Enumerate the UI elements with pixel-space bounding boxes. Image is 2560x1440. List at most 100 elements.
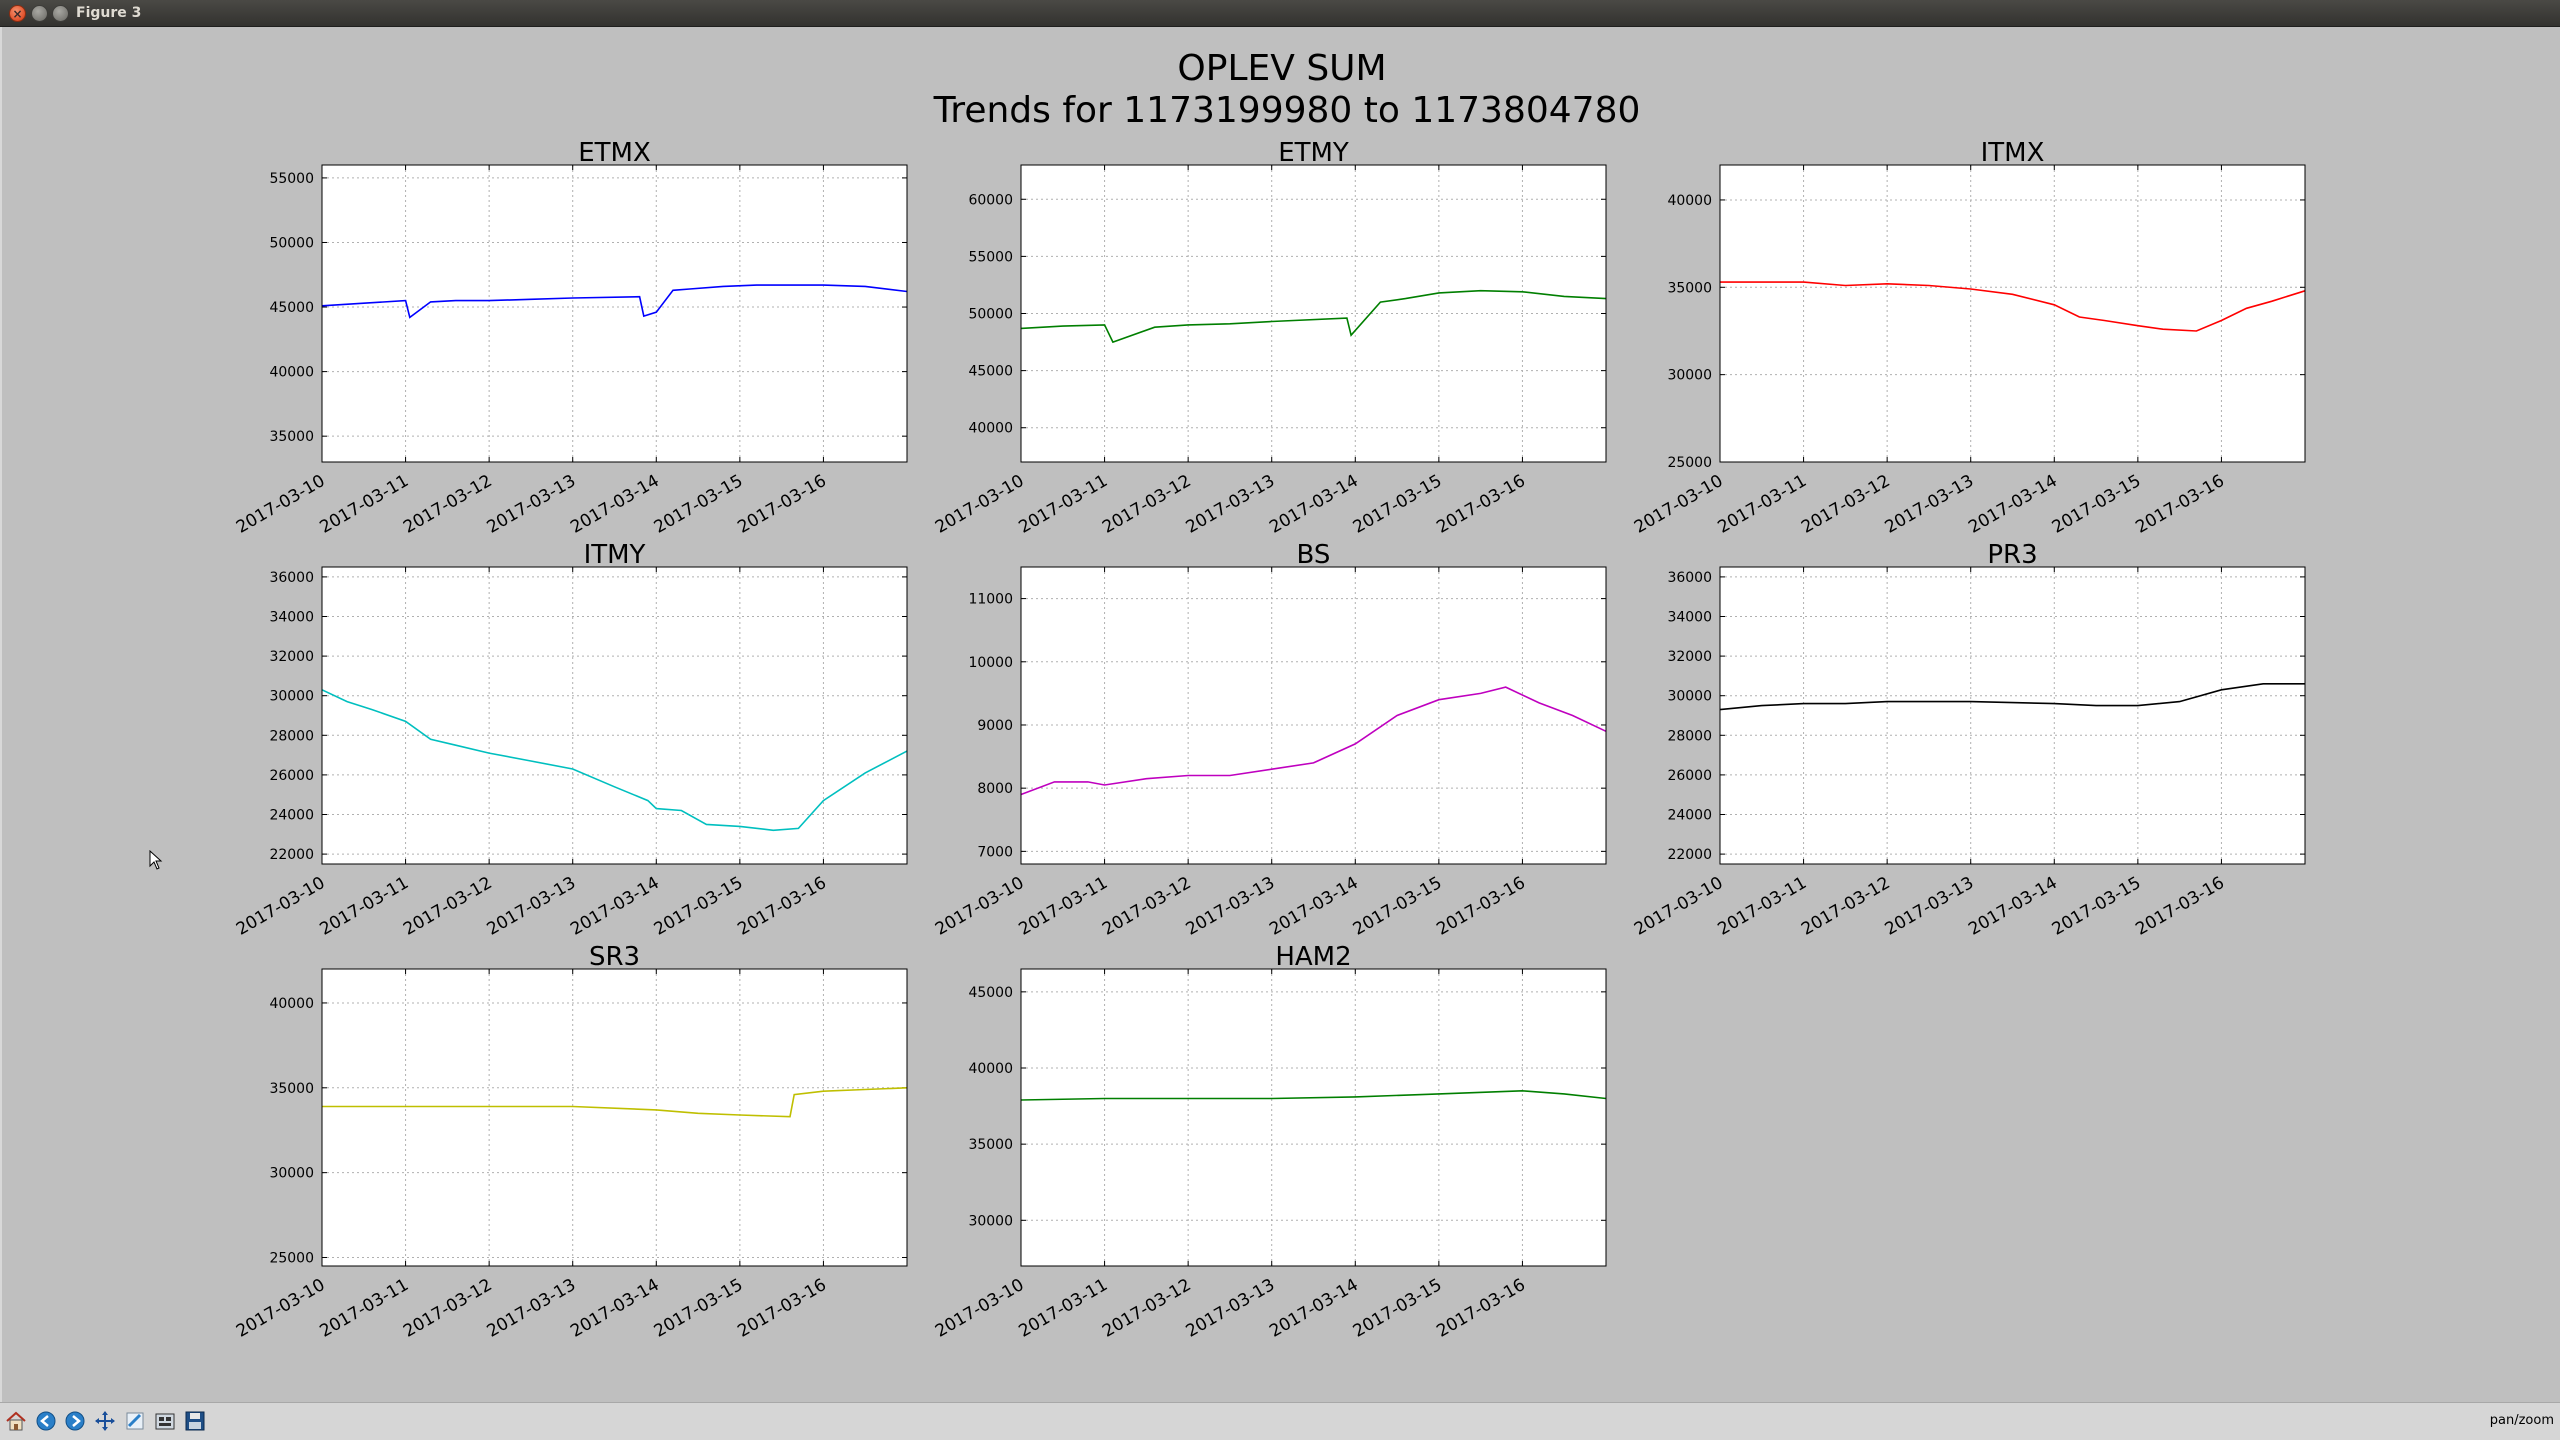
save-button[interactable]: [182, 1408, 208, 1434]
home-button[interactable]: [3, 1408, 29, 1434]
navigation-toolbar: pan/zoom: [0, 1402, 2560, 1440]
subplot-title: SR3: [589, 942, 640, 972]
zoom-icon: [126, 1412, 144, 1430]
subplot-title: ITMY: [584, 540, 646, 570]
x-tick-label: 2017-03-12: [1099, 471, 1195, 538]
x-tick-label: 2017-03-11: [317, 471, 413, 538]
x-tick-label: 2017-03-14: [567, 873, 663, 940]
pan-button[interactable]: [92, 1408, 118, 1434]
y-tick-label: 11000: [968, 592, 1013, 608]
forward-button[interactable]: [62, 1408, 88, 1434]
plot-area: [322, 165, 907, 462]
y-tick-label: 40000: [1667, 193, 1712, 209]
x-tick-label: 2017-03-16: [734, 873, 830, 940]
subplot-title: PR3: [1987, 540, 2037, 570]
plot-area: [1720, 567, 2305, 864]
y-tick-label: 40000: [968, 1061, 1013, 1077]
x-tick-label: 2017-03-15: [1350, 471, 1446, 538]
x-tick-label: 2017-03-15: [651, 471, 747, 538]
y-tick-label: 40000: [269, 365, 314, 381]
subplots-button[interactable]: [152, 1408, 178, 1434]
y-tick-label: 32000: [269, 649, 314, 665]
x-tick-label: 2017-03-13: [484, 873, 580, 940]
y-tick-label: 40000: [269, 996, 314, 1012]
x-tick-label: 2017-03-12: [400, 471, 496, 538]
x-tick-label: 2017-03-10: [932, 471, 1028, 538]
close-window-button[interactable]: ×: [9, 5, 26, 22]
y-tick-label: 55000: [269, 171, 314, 187]
subplot-itmy: 22000 24000 26000 28000 30000 32000 34000 36000…: [233, 540, 908, 940]
x-tick-label: 2017-03-14: [1965, 873, 2061, 940]
subplot-title: HAM2: [1275, 942, 1351, 972]
x-tick-label: 2017-03-14: [1266, 1275, 1362, 1342]
y-tick-label: 40000: [968, 421, 1013, 437]
y-tick-label: 30000: [269, 1166, 314, 1182]
plot-area: [1021, 165, 1606, 462]
y-tick-label: 35000: [269, 1081, 314, 1097]
x-tick-label: 2017-03-13: [484, 471, 580, 538]
plot-area: [1021, 969, 1606, 1266]
y-tick-label: 45000: [269, 300, 314, 316]
plot-frame: [321, 164, 908, 463]
x-tick-label: 2017-03-16: [1433, 873, 1529, 940]
save-icon: [185, 1411, 205, 1431]
x-tick-label: 2017-03-10: [932, 873, 1028, 940]
plot-area: [1021, 567, 1606, 864]
x-tick-label: 2017-03-13: [1183, 471, 1279, 538]
y-tick-label: 50000: [269, 235, 314, 251]
x-tick-label: 2017-03-11: [317, 873, 413, 940]
x-tick-label: 2017-03-14: [567, 1275, 663, 1342]
figure-canvas[interactable]: OPLEV SUM Trends for 1173199980 to 11738…: [0, 27, 2560, 1402]
x-tick-label: 2017-03-14: [1965, 471, 2061, 538]
x-tick-label: 2017-03-13: [1183, 873, 1279, 940]
forward-icon: [65, 1411, 85, 1431]
y-tick-label: 35000: [968, 1137, 1013, 1153]
series-line-ham2: [1020, 1089, 1607, 1101]
subplot-title: ETMY: [1278, 138, 1349, 168]
x-tick-label: 2017-03-11: [1715, 471, 1811, 538]
minimize-window-button[interactable]: [31, 5, 48, 22]
x-tick-label: 2017-03-11: [1016, 471, 1112, 538]
x-tick-label: 2017-03-11: [1016, 1275, 1112, 1342]
home-icon: [6, 1411, 26, 1431]
zoom-button[interactable]: [122, 1408, 148, 1434]
subplot-pr3: 22000 24000 26000 28000 30000 32000 34000 36000…: [1631, 540, 2306, 940]
subplot-title: BS: [1297, 540, 1331, 570]
y-tick-label: 30000: [968, 1213, 1013, 1229]
x-tick-label: 2017-03-15: [651, 873, 747, 940]
plot-frame: [1020, 164, 1607, 463]
x-tick-label: 2017-03-12: [1798, 873, 1894, 940]
x-tick-label: 2017-03-10: [1631, 471, 1727, 538]
x-tick-label: 2017-03-10: [233, 873, 329, 940]
back-button[interactable]: [33, 1408, 59, 1434]
toolbar-status-text: pan/zoom: [2489, 1413, 2554, 1428]
x-tick-label: 2017-03-12: [400, 873, 496, 940]
x-tick-label: 2017-03-12: [1099, 873, 1195, 940]
y-tick-label: 25000: [269, 1251, 314, 1267]
y-tick-label: 30000: [1667, 368, 1712, 384]
window-title: Figure 3: [76, 5, 142, 21]
y-tick-label: 28000: [269, 728, 314, 744]
back-icon: [36, 1411, 56, 1431]
y-tick-label: 60000: [968, 192, 1013, 208]
subplot-title: ETMX: [578, 138, 651, 168]
y-tick-label: 10000: [968, 655, 1013, 671]
subplot-title: ITMX: [1981, 138, 2045, 168]
maximize-window-button[interactable]: [52, 5, 69, 22]
x-tick-label: 2017-03-15: [1350, 873, 1446, 940]
x-tick-label: 2017-03-10: [1631, 873, 1727, 940]
subplot-itmx: 25000 30000 35000 40000 2017-03-102017-03-11…: [1631, 138, 2306, 538]
y-tick-label: 8000: [977, 781, 1013, 797]
y-tick-label: 24000: [269, 808, 314, 824]
window-titlebar: × Figure 3: [0, 0, 2560, 27]
y-tick-label: 34000: [269, 610, 314, 626]
y-tick-label: 26000: [1667, 768, 1712, 784]
y-tick-label: 28000: [1667, 728, 1712, 744]
subplot-etmx: 35000400004500050000550002017-03-102017-…: [233, 138, 908, 538]
y-tick-label: 36000: [1667, 570, 1712, 586]
y-tick-label: 7000: [977, 844, 1013, 860]
y-tick-label: 36000: [269, 570, 314, 586]
x-tick-label: 2017-03-16: [2132, 471, 2228, 538]
x-tick-label: 2017-03-14: [567, 471, 663, 538]
x-tick-label: 2017-03-12: [1099, 1275, 1195, 1342]
